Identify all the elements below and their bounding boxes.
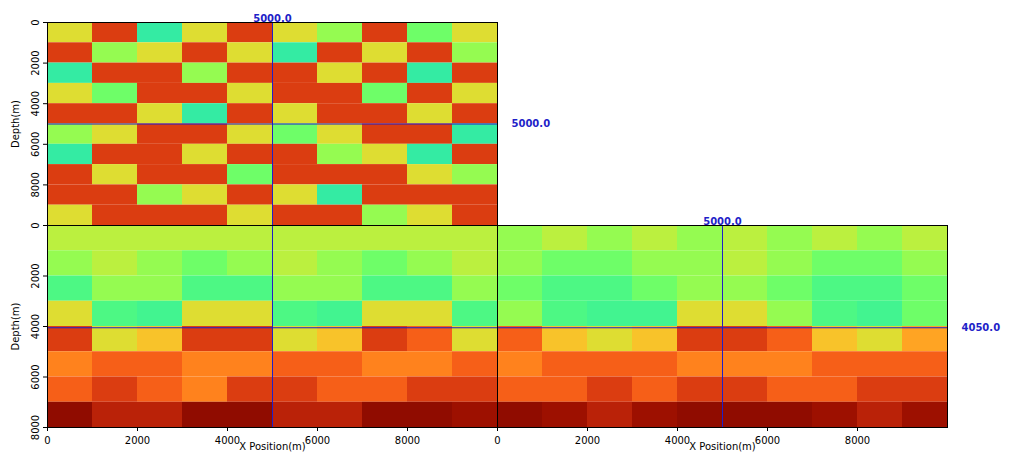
svg-text:4000: 4000	[30, 314, 41, 339]
svg-text:Depth(m): Depth(m)	[10, 302, 21, 350]
svg-text:2000: 2000	[30, 263, 41, 288]
svg-text:5000.0: 5000.0	[253, 13, 292, 24]
svg-text:X Position(m): X Position(m)	[689, 441, 756, 452]
svg-text:4000: 4000	[665, 435, 690, 446]
svg-text:5000.0: 5000.0	[512, 118, 551, 129]
svg-text:8000: 8000	[395, 435, 420, 446]
svg-text:2000: 2000	[30, 50, 41, 75]
svg-text:Depth(m): Depth(m)	[10, 100, 21, 148]
svg-text:2000: 2000	[125, 435, 150, 446]
svg-text:0: 0	[494, 435, 500, 446]
svg-text:8000: 8000	[30, 172, 41, 197]
svg-text:6000: 6000	[30, 364, 41, 389]
svg-text:X Position(m): X Position(m)	[239, 441, 306, 452]
svg-text:4000: 4000	[215, 435, 240, 446]
svg-text:8000: 8000	[30, 415, 41, 440]
svg-text:4000: 4000	[30, 91, 41, 116]
svg-text:5000.0: 5000.0	[703, 216, 742, 227]
svg-text:2000: 2000	[575, 435, 600, 446]
svg-text:0: 0	[30, 19, 41, 25]
svg-text:0: 0	[44, 435, 50, 446]
svg-text:0: 0	[30, 222, 41, 228]
svg-text:6000: 6000	[755, 435, 780, 446]
svg-text:4050.0: 4050.0	[962, 322, 1001, 333]
svg-text:6000: 6000	[305, 435, 330, 446]
svg-text:8000: 8000	[845, 435, 870, 446]
svg-text:6000: 6000	[30, 132, 41, 157]
